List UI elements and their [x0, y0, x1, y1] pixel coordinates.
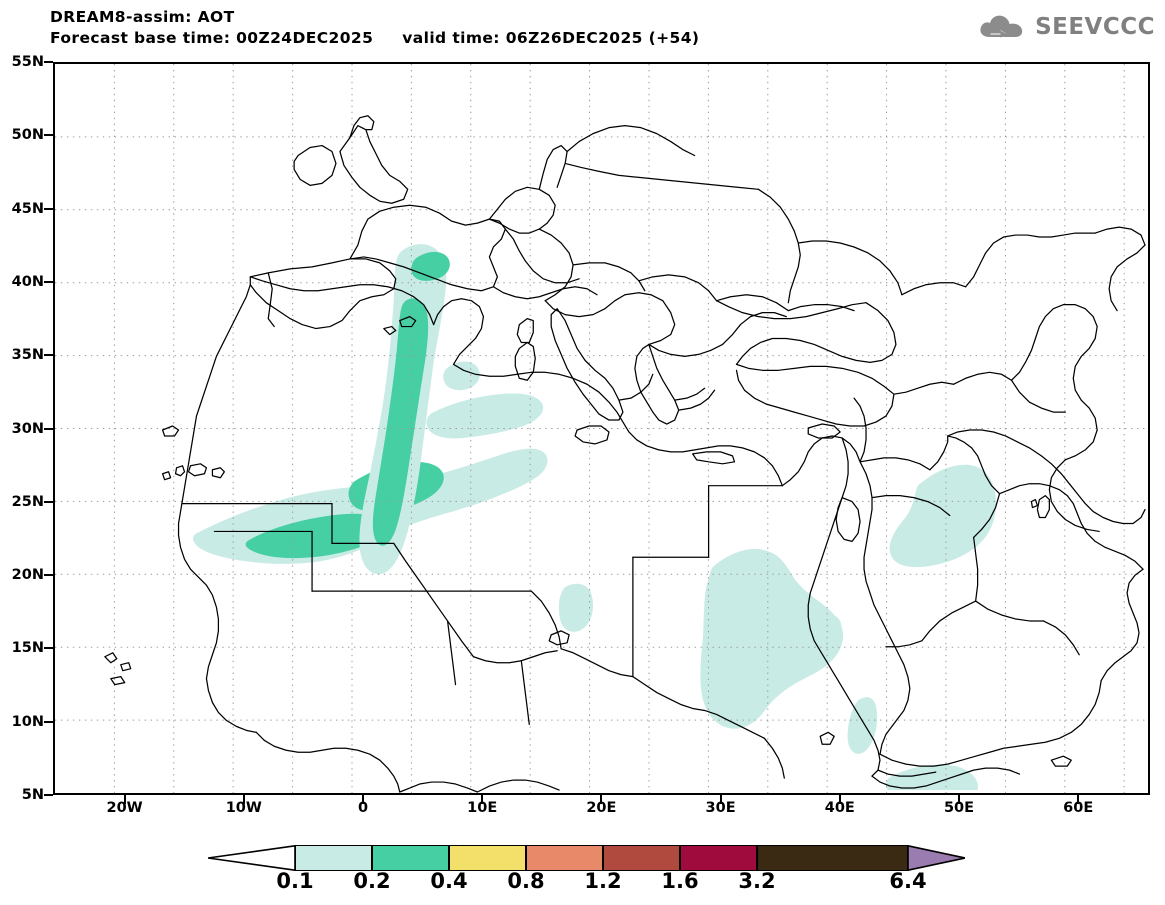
colorbar-segment-0.4-0.8	[449, 845, 526, 871]
xtick-label-20W: 20W	[106, 800, 143, 816]
ytick-mark-15N	[44, 647, 53, 650]
colorbar-label-0.8: 0.8	[507, 869, 545, 893]
header: DREAM8-assim: AOT Forecast base time: 00…	[0, 0, 1165, 58]
graticule-layer	[55, 64, 1148, 793]
ytick-mark-10N	[44, 720, 53, 723]
xtick-mark-20W	[123, 795, 126, 804]
colorbar-segment-0.8-1.2	[526, 845, 603, 871]
ytick-mark-50N	[44, 134, 53, 137]
page-title: DREAM8-assim: AOT	[50, 8, 235, 26]
forecast-time-line: Forecast base time: 00Z24DEC2025 valid t…	[50, 29, 700, 47]
ytick-label-55N: 55N	[11, 54, 44, 70]
aot-band-0.2-algeria-tunisia-core	[372, 298, 429, 546]
ytick-label-20N: 20N	[11, 567, 44, 584]
map-svg	[55, 64, 1148, 793]
colorbar-label-0.4: 0.4	[430, 869, 468, 893]
colorbar-label-1.2: 1.2	[584, 869, 622, 893]
map-plot-area	[53, 62, 1150, 795]
xtick-label-40E: 40E	[824, 800, 855, 816]
xtick-label-0: 0	[357, 800, 369, 816]
xtick-label-50E: 50E	[943, 800, 975, 816]
colorbar-segment-0.1-0.2	[295, 845, 372, 871]
xtick-label-30E: 30E	[705, 800, 736, 816]
xtick-mark-40E	[838, 795, 841, 804]
xtick-label-10E: 10E	[467, 800, 498, 816]
ytick-label-40N: 40N	[11, 273, 44, 290]
colorbar-label-1.6: 1.6	[661, 869, 699, 893]
colorbar-label-6.4: 6.4	[889, 869, 927, 893]
colorbar-label-0.1: 0.1	[276, 869, 314, 893]
ytick-mark-40N	[44, 280, 53, 283]
xtick-mark-60E	[1077, 795, 1080, 804]
seevccc-logo: SEEVCCC	[977, 12, 1155, 42]
colorbar-segment-0.2-0.4	[372, 845, 449, 871]
aot-contour-fill-layer	[193, 244, 997, 791]
ytick-label-10N: 10N	[11, 713, 44, 730]
ytick-label-25N: 25N	[11, 493, 44, 510]
ytick-mark-30N	[44, 427, 53, 430]
ytick-mark-55N	[44, 61, 53, 63]
aot-band-0.2-west-sahara-core	[245, 513, 384, 559]
ytick-mark-35N	[44, 354, 53, 357]
xtick-label-10W: 10W	[225, 800, 262, 816]
logo-label: SEEVCCC	[1035, 14, 1155, 40]
colorbar	[208, 845, 965, 871]
aot-band-0.1-sudan-chad	[700, 549, 844, 729]
aot-band-0.1-red-sea-lower	[847, 697, 878, 754]
ytick-label-15N: 15N	[11, 640, 44, 657]
xtick-mark-10W	[242, 795, 245, 804]
ytick-label-45N: 45N	[11, 200, 44, 217]
aot-band-0.1-niger-spot	[558, 583, 594, 632]
ytick-label-35N: 35N	[11, 347, 44, 364]
xtick-mark-20E	[600, 795, 603, 804]
colorbar-segment-3.2-6.4	[757, 845, 908, 871]
xtick-mark-10E	[481, 795, 484, 804]
aot-band-0.1-libya-coast	[426, 393, 544, 439]
xtick-mark-50E	[958, 795, 960, 804]
colorbar-over-arrow	[907, 845, 965, 871]
xtick-label-60E: 60E	[1063, 800, 1094, 816]
colorbar-segment-1.6-3.2	[680, 845, 757, 871]
aot-band-0.1-med-patch	[443, 361, 480, 391]
aot-band-0.1-gulf-of-aden	[885, 764, 978, 791]
colorbar-segment-1.2-1.6	[603, 845, 680, 871]
colorbar-label-0.2: 0.2	[353, 869, 391, 893]
xtick-label-20E: 20E	[586, 800, 617, 816]
colorbar-label-3.2: 3.2	[738, 869, 776, 893]
ytick-mark-45N	[44, 207, 53, 210]
xtick-mark-0	[362, 795, 364, 804]
aot-band-0.1-persian-gulf	[889, 464, 997, 568]
ytick-mark-5N	[44, 794, 53, 796]
ytick-label-50N: 50N	[11, 127, 44, 144]
cloud-icon	[980, 15, 1023, 39]
ytick-label-5N: 5N	[21, 787, 44, 803]
ytick-mark-25N	[44, 500, 53, 503]
ytick-mark-20N	[44, 574, 53, 577]
ytick-label-30N: 30N	[11, 420, 44, 437]
coastline-layer	[104, 115, 1146, 793]
xtick-mark-30E	[719, 795, 722, 804]
colorbar-under-arrow	[208, 845, 296, 871]
aot-band-0.1-red-sea-upper	[813, 614, 842, 652]
